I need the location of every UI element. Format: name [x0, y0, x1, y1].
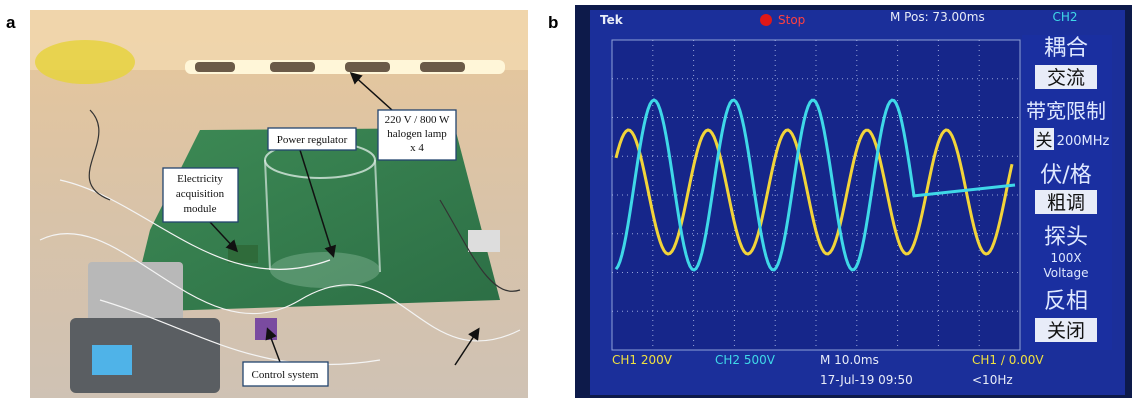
note-text: x 4: [410, 142, 424, 154]
note-text: Power regulator: [277, 134, 348, 146]
menu-value: 粗调: [1047, 192, 1085, 214]
menu-value: 200MHz: [1057, 134, 1110, 149]
panel-label: b: [548, 13, 558, 32]
note-text: module: [184, 203, 217, 215]
menu-value: 关: [1036, 131, 1053, 151]
menu-title: 反相: [1044, 289, 1088, 314]
note-text: acquisition: [176, 188, 225, 200]
menu-value: 交流: [1047, 67, 1085, 89]
note-text: Electricity: [177, 173, 223, 185]
note-boxes: [162, 109, 457, 387]
menu-title: 带宽限制: [1026, 99, 1106, 123]
photo-setup: [30, 10, 528, 398]
scope-position: M Pos: 73.00ms: [890, 10, 985, 24]
note-text: Control system: [252, 369, 319, 381]
scope-brand: Tek: [600, 13, 624, 27]
ch1-scale: CH1 200V: [612, 353, 673, 367]
scope-channel: CH2: [1052, 10, 1077, 24]
menu-value: 关闭: [1047, 320, 1085, 342]
note-text: 220 V / 800 W: [385, 114, 450, 126]
menu-title: 探头: [1044, 225, 1088, 250]
note-text: halogen lamp: [387, 128, 447, 140]
panel-label: a: [6, 13, 16, 32]
scope-photo: [575, 5, 1132, 398]
timestamp: 17-Jul-19 09:50: [820, 373, 913, 387]
frequency: <10Hz: [972, 373, 1013, 387]
menu-value: Voltage: [1043, 266, 1088, 280]
menu-title: 耦合: [1044, 36, 1088, 61]
menu-value: 100X: [1050, 251, 1081, 265]
menu-title: 伏/格: [1040, 163, 1091, 188]
time-scale: M 10.0ms: [820, 353, 879, 367]
annotations: [209, 71, 480, 366]
waveform: [614, 128, 1014, 256]
ch2-scale: CH2 500V: [715, 353, 776, 367]
scope-state: Stop: [778, 13, 805, 27]
waveform: [614, 98, 1016, 272]
trigger: CH1 ∕ 0.00V: [972, 353, 1044, 367]
